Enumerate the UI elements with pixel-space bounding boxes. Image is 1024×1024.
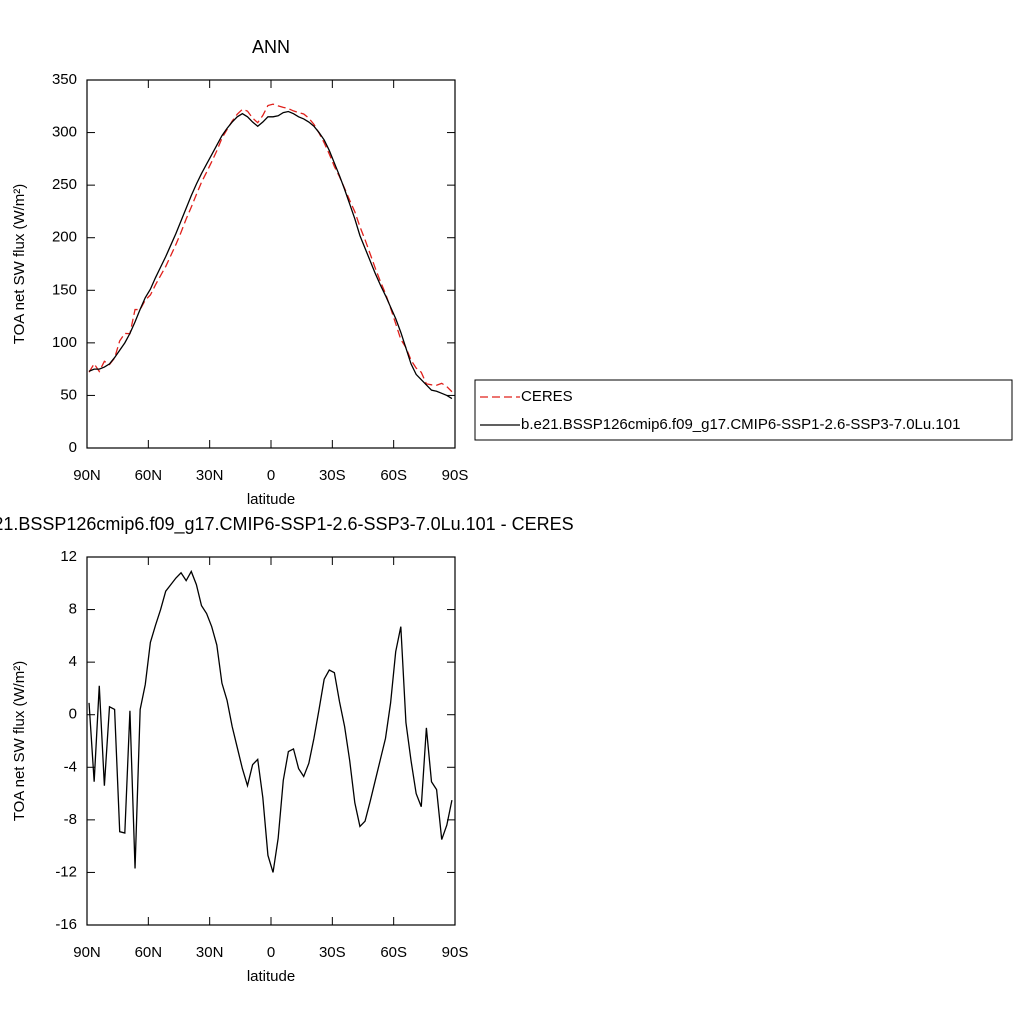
y-tick-label: 250 <box>52 176 77 193</box>
x-tick-label: 60S <box>380 944 407 961</box>
legend-label: b.e21.BSSP126cmip6.f09_g17.CMIP6-SSP1-2.… <box>521 416 960 433</box>
y-tick-label: 0 <box>69 439 77 456</box>
y-tick-label: 200 <box>52 229 77 246</box>
plot-frame <box>86 79 456 449</box>
x-tick-label: 90S <box>442 467 469 484</box>
x-tick-label: 30S <box>319 944 346 961</box>
x-tick-label: 90N <box>73 467 101 484</box>
data-line <box>88 110 453 400</box>
y-tick-label: 12 <box>60 548 77 565</box>
y-tick-label: -8 <box>64 811 77 828</box>
y-tick-label: 0 <box>69 706 77 723</box>
data-line <box>88 569 453 873</box>
chart-title: ANN <box>252 37 290 57</box>
chart-title: b.e21.BSSP126cmip6.f09_g17.CMIP6-SSP1-2.… <box>0 514 574 535</box>
x-axis-label: latitude <box>247 968 295 985</box>
y-tick-label: -4 <box>64 758 77 775</box>
y-tick-label: 150 <box>52 281 77 298</box>
data-line <box>88 103 453 393</box>
y-tick-label: 4 <box>69 653 77 670</box>
x-tick-label: 30S <box>319 467 346 484</box>
x-tick-label: 60S <box>380 467 407 484</box>
x-tick-label: 60N <box>135 944 163 961</box>
x-tick-label: 0 <box>267 944 275 961</box>
y-axis-label: TOA net SW flux (W/m²) <box>11 661 28 822</box>
legend-box <box>474 379 1013 441</box>
x-axis-label: latitude <box>247 491 295 508</box>
x-tick-label: 90N <box>73 944 101 961</box>
y-tick-label: 350 <box>52 71 77 88</box>
y-tick-label: 300 <box>52 124 77 141</box>
legend-label: CERES <box>521 388 573 405</box>
y-tick-label: 8 <box>69 601 77 618</box>
y-tick-label: -16 <box>55 916 77 933</box>
y-axis-label: TOA net SW flux (W/m²) <box>11 184 28 345</box>
y-tick-label: 50 <box>60 386 77 403</box>
legend: CERES b.e21.BSSP126cmip6.f09_g17.CMIP6-SS… <box>474 379 1013 441</box>
x-tick-label: 0 <box>267 467 275 484</box>
x-tick-label: 60N <box>135 467 163 484</box>
x-tick-label: 30N <box>196 467 224 484</box>
y-tick-label: -12 <box>55 863 77 880</box>
x-tick-label: 30N <box>196 944 224 961</box>
plot-frame <box>86 556 456 926</box>
y-tick-label: 100 <box>52 334 77 351</box>
x-tick-label: 90S <box>442 944 469 961</box>
